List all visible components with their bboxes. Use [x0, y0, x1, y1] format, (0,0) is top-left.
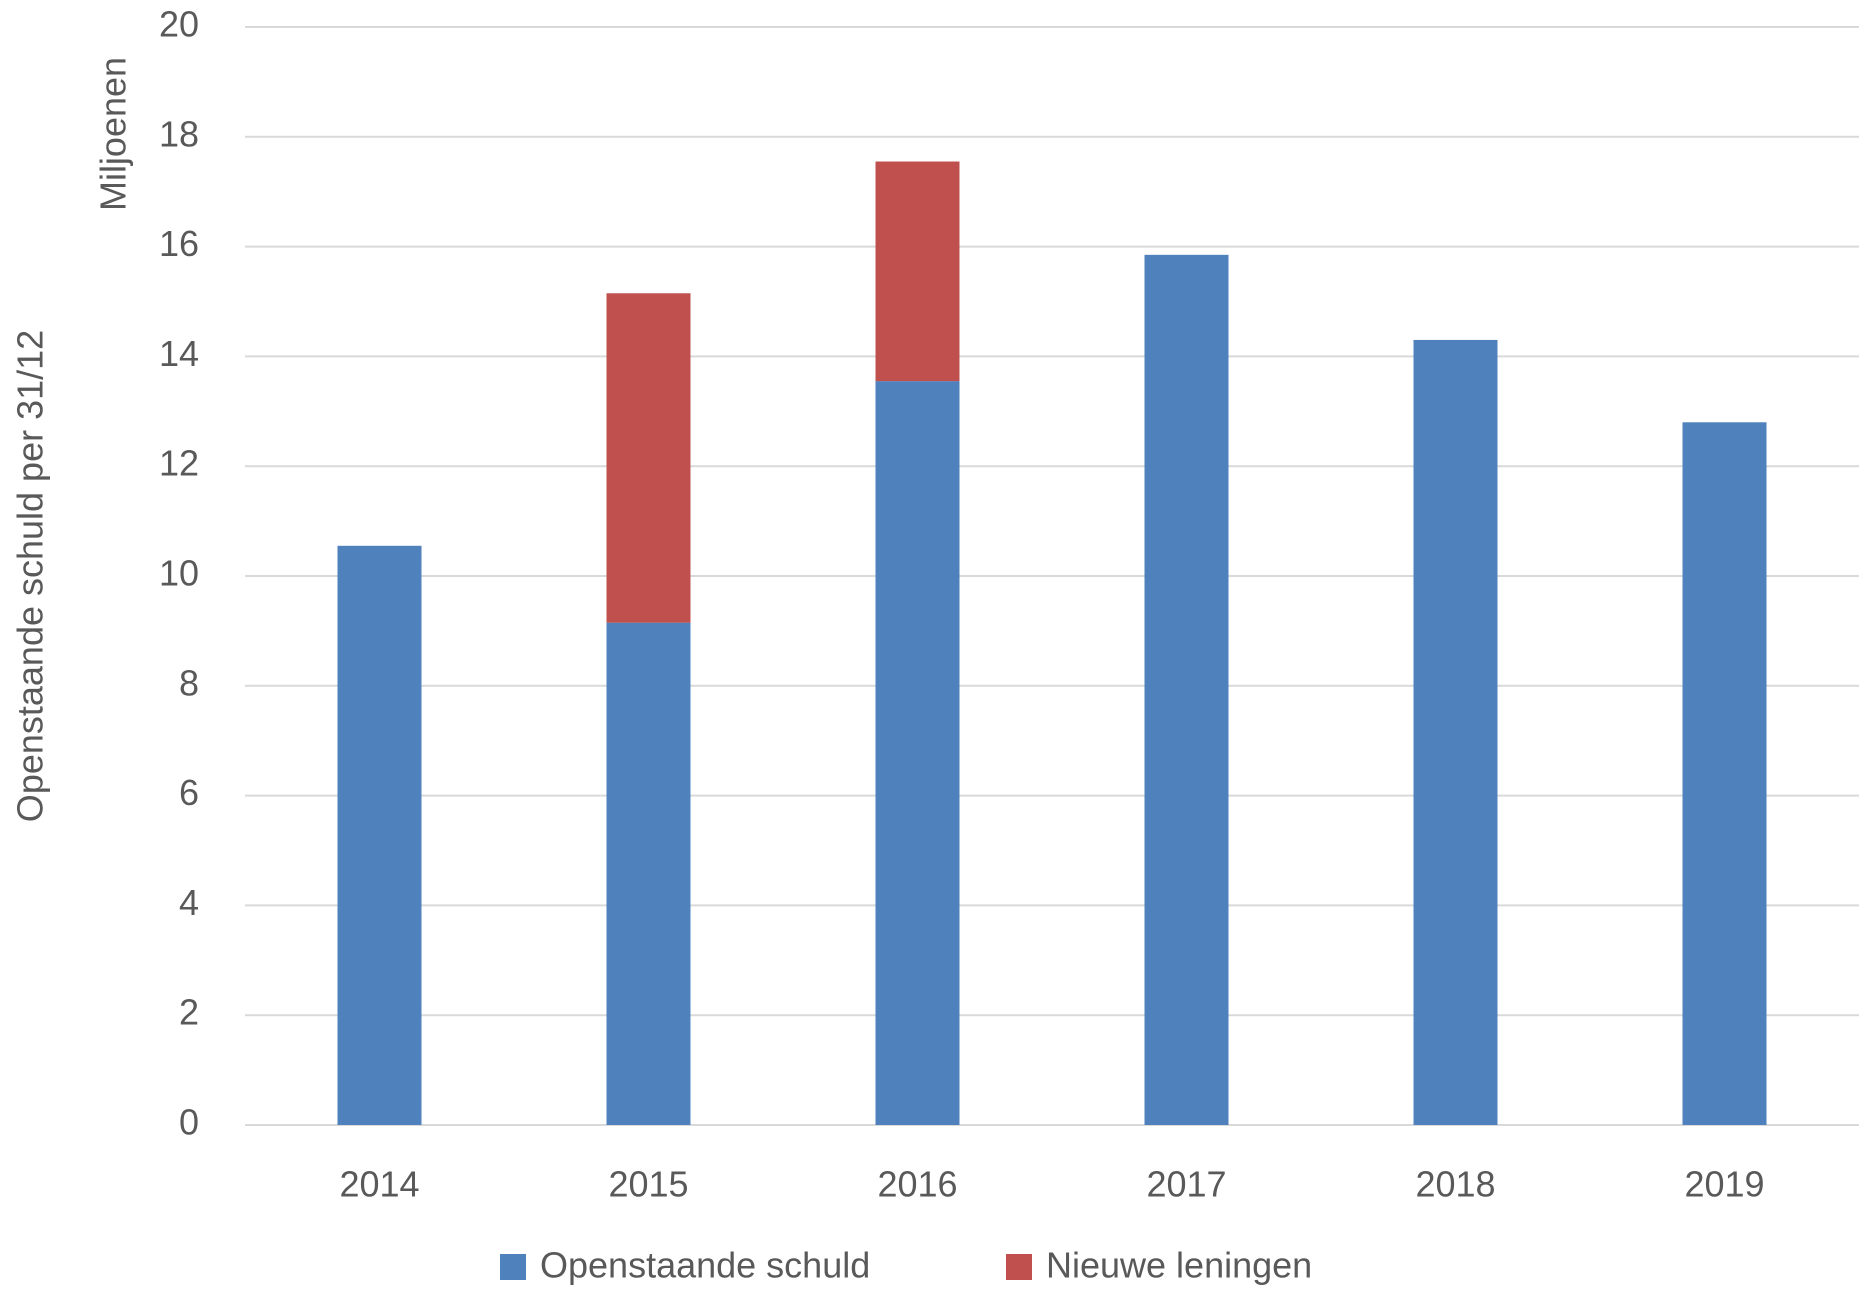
x-tick-label: 2014	[339, 1164, 419, 1205]
bar-segment	[1413, 339, 1498, 1125]
y-tick-label: 4	[179, 882, 199, 923]
y-unit-label: Miljoenen	[93, 57, 134, 211]
y-tick-label: 8	[179, 662, 199, 703]
y-tick-label: 16	[159, 223, 199, 264]
y-tick-label: 6	[179, 772, 199, 813]
bar-segment	[337, 545, 422, 1125]
y-tick-label: 2	[179, 992, 199, 1033]
y-tick-label: 20	[159, 4, 199, 45]
bar-segment	[1682, 422, 1767, 1125]
legend-swatch	[500, 1254, 526, 1280]
legend-swatch	[1006, 1254, 1032, 1280]
bar-segment	[875, 161, 960, 382]
x-tick-label: 2015	[608, 1164, 688, 1205]
bar-segment	[1144, 254, 1229, 1125]
x-tick-label: 2016	[877, 1164, 957, 1205]
legend-label: Openstaande schuld	[540, 1245, 870, 1286]
y-tick-label: 0	[179, 1102, 199, 1143]
x-tick-label: 2019	[1684, 1164, 1764, 1205]
bar-segment	[606, 293, 691, 623]
y-tick-label: 10	[159, 553, 199, 594]
y-tick-label: 14	[159, 333, 199, 374]
x-tick-label: 2018	[1415, 1164, 1495, 1205]
legend-label: Nieuwe leningen	[1046, 1245, 1312, 1286]
y-axis-label: Openstaande schuld per 31/12	[10, 330, 51, 822]
bar-segment	[875, 381, 960, 1126]
x-tick-label: 2017	[1146, 1164, 1226, 1205]
y-tick-label: 18	[159, 113, 199, 154]
bar-segment	[606, 622, 691, 1125]
y-tick-label: 12	[159, 443, 199, 484]
